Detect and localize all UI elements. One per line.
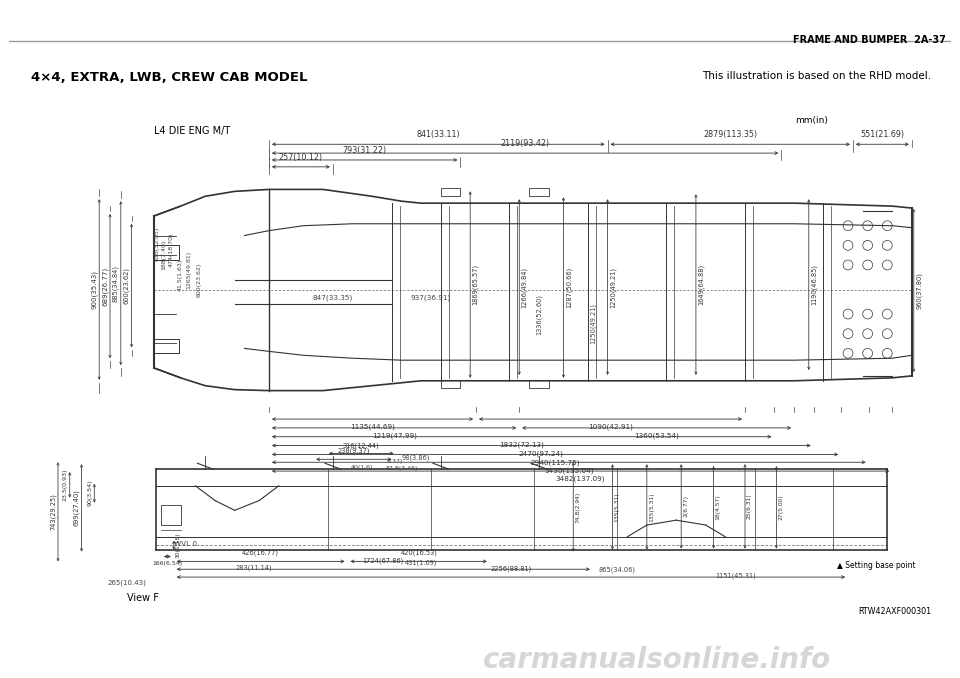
Text: 2879(113.35): 2879(113.35) [703,130,757,140]
Text: 600(23.62): 600(23.62) [123,267,130,304]
Text: 283(11.14): 283(11.14) [236,564,273,571]
Text: 135(5.31): 135(5.31) [649,492,654,521]
Text: 1336(52.60): 1336(52.60) [536,294,542,334]
Text: 885(34.84): 885(34.84) [112,264,119,302]
Text: ▲ Setting base point: ▲ Setting base point [837,561,916,570]
Text: 600(23.62): 600(23.62) [197,262,202,297]
Text: 743(29.25): 743(29.25) [50,494,56,530]
Text: 265(10.43): 265(10.43) [108,579,146,586]
Text: 1219(47.99): 1219(47.99) [372,433,417,439]
Text: 937(36.91): 937(36.91) [411,294,451,300]
Text: RTW42AXF000301: RTW42AXF000301 [858,607,931,616]
Text: 2256(88.81): 2256(88.81) [491,565,532,572]
Text: 98(3.86): 98(3.86) [402,454,430,461]
Text: 1090(42.91): 1090(42.91) [588,424,633,431]
Text: 41.5(1.63): 41.5(1.63) [178,259,182,291]
Text: 960(37.80): 960(37.80) [916,272,923,309]
Text: 3482(137.09): 3482(137.09) [556,476,606,483]
Text: 1250(49.21): 1250(49.21) [589,303,596,344]
Text: 316(12.44): 316(12.44) [343,442,379,449]
Bar [529,380,549,388]
Text: 431(1.69): 431(1.69) [405,559,438,566]
Text: View F: View F [127,593,158,603]
Text: 9.37): 9.37) [387,459,403,464]
Text: 238(9.37): 238(9.37) [338,448,371,454]
Text: 1832(72.13): 1832(72.13) [499,441,544,448]
Text: 2940(115.75): 2940(115.75) [530,459,580,466]
Text: 135(5.31): 135(5.31) [614,492,619,521]
Text: 1287(50.66): 1287(50.66) [565,267,572,308]
Bar [529,188,549,197]
Bar [161,505,180,525]
Bar [155,338,179,353]
Text: 90(3.54): 90(3.54) [87,480,92,506]
Text: 1190(46.85): 1190(46.85) [811,264,817,305]
Text: 420(16.53): 420(16.53) [400,550,437,557]
Text: 23.5(0.93): 23.5(0.93) [62,468,68,501]
Text: 4×4, EXTRA, LWB, CREW CAB MODEL: 4×4, EXTRA, LWB, CREW CAB MODEL [31,71,307,83]
Text: 2(6.77): 2(6.77) [684,496,688,517]
Text: 18(4.57): 18(4.57) [715,494,721,520]
Text: 1151(45.31): 1151(45.31) [715,572,756,578]
Text: 27(5.00): 27(5.00) [779,494,783,520]
Text: 847(33.35): 847(33.35) [313,294,353,300]
Text: 1360(53.54): 1360(53.54) [635,433,679,439]
Text: 1250(49.21): 1250(49.21) [610,266,616,308]
Text: 257(10.12): 257(10.12) [278,153,323,162]
Text: This illustration is based on the RHD model.: This illustration is based on the RHD mo… [703,71,931,81]
Text: 1265(49.81): 1265(49.81) [186,251,192,289]
Text: 1135(44.69): 1135(44.69) [350,424,395,431]
Text: 2119(93.42): 2119(93.42) [500,139,550,148]
Text: 1869(65.57): 1869(65.57) [472,264,479,305]
Text: L4 DIE ENG M/T: L4 DIE ENG M/T [155,125,230,136]
Text: carmanualsonline.info: carmanualsonline.info [483,645,830,674]
Text: 1724(67.86): 1724(67.86) [363,558,404,564]
Text: 3430(135.04): 3430(135.04) [544,467,593,474]
Text: 188(7.40): 188(7.40) [161,240,166,271]
Text: 87.8(3.46): 87.8(3.46) [385,466,418,471]
Text: 74.8(2.94): 74.8(2.94) [575,492,580,523]
Text: 426(16.77): 426(16.77) [242,550,279,557]
Text: WVL 0: WVL 0 [174,540,197,546]
Text: 689(26.77): 689(26.77) [102,266,108,306]
Text: 838(32.05): 838(32.05) [155,226,159,260]
Text: 793(31.22): 793(31.22) [343,146,387,155]
Text: 166(6.54): 166(6.54) [153,561,182,566]
Bar [441,380,461,388]
Text: 865(34.06): 865(34.06) [599,566,636,573]
Text: 551(21.69): 551(21.69) [860,130,904,140]
Text: 1266(49.84): 1266(49.84) [521,266,528,308]
Text: FRAME AND BUMPER  2A-37: FRAME AND BUMPER 2A-37 [793,35,947,45]
Bar [155,245,179,260]
Text: 1649(64.88): 1649(64.88) [698,264,705,305]
Text: 40(1.6): 40(1.6) [351,465,373,470]
Text: 841(33.11): 841(33.11) [417,130,460,140]
Text: 30(1.18): 30(1.18) [176,532,180,558]
Text: mm(in): mm(in) [796,116,828,125]
Text: 900(35.43): 900(35.43) [91,270,97,309]
Text: 474(18.70): 474(18.70) [169,233,174,267]
Text: 25(6.31): 25(6.31) [747,494,752,519]
Text: 699(27.40): 699(27.40) [73,490,80,526]
Text: 2470(97.24): 2470(97.24) [519,450,564,457]
Bar [441,188,461,197]
